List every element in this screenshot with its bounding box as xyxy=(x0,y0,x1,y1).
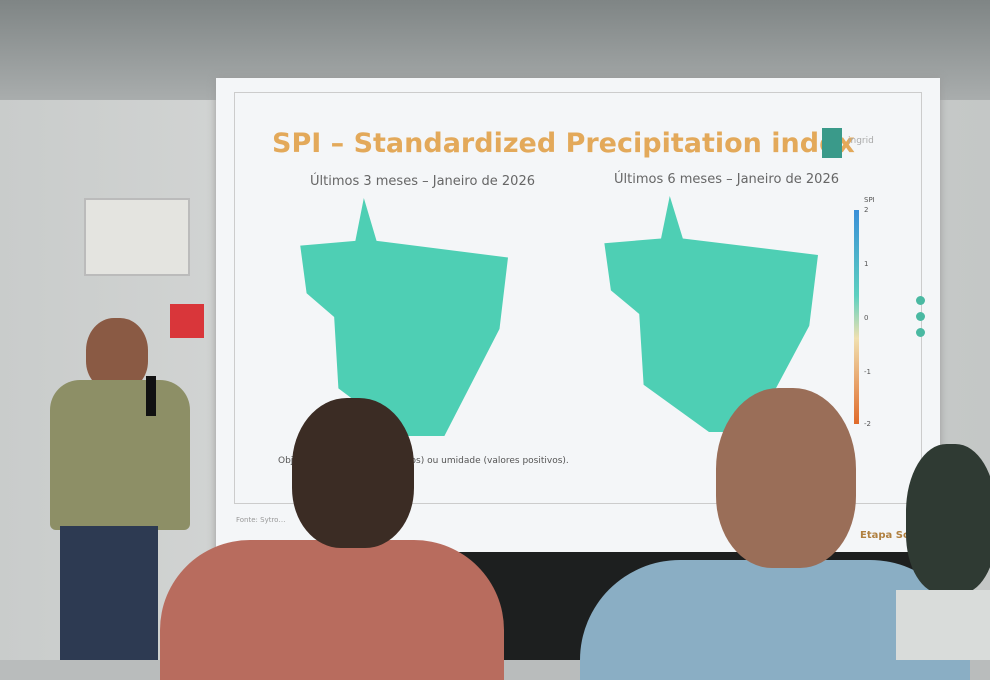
logo-icon xyxy=(822,128,842,158)
colorbar-label: SPI xyxy=(864,196,875,204)
nav-dot xyxy=(916,296,925,305)
right-map-title: Últimos 6 meses – Janeiro de 2026 xyxy=(614,172,839,187)
logo-text: ingrid xyxy=(848,136,874,146)
colorbar-tick: 0 xyxy=(864,314,869,322)
left-map-title: Últimos 3 meses – Janeiro de 2026 xyxy=(310,174,535,189)
slide-title: SPI – Standardized Precipitation index xyxy=(272,128,855,159)
shirt xyxy=(896,590,990,660)
colorbar-tick: 2 xyxy=(864,206,869,214)
nav-dot xyxy=(916,328,925,337)
slide-note: Objet… seca (valores negativos) ou umida… xyxy=(278,456,569,466)
head xyxy=(716,388,856,568)
spi-colorbar xyxy=(854,210,859,424)
head xyxy=(906,444,990,594)
fire-extinguisher-sign xyxy=(170,304,204,338)
air-conditioner xyxy=(84,198,190,276)
presenter-jeans xyxy=(60,526,158,660)
colorbar-tick: -2 xyxy=(864,420,871,428)
slide-footer: Etapa Soja xyxy=(860,530,920,541)
slide-source: Fonte: Sytro… xyxy=(236,516,286,524)
colorbar-tick: 1 xyxy=(864,260,869,268)
microphone xyxy=(146,376,156,416)
colorbar-tick: -1 xyxy=(864,368,871,376)
shirt xyxy=(160,540,504,680)
head xyxy=(292,398,414,548)
nav-dot xyxy=(916,312,925,321)
presenter-shirt xyxy=(50,380,190,530)
presenter-head xyxy=(86,318,148,390)
